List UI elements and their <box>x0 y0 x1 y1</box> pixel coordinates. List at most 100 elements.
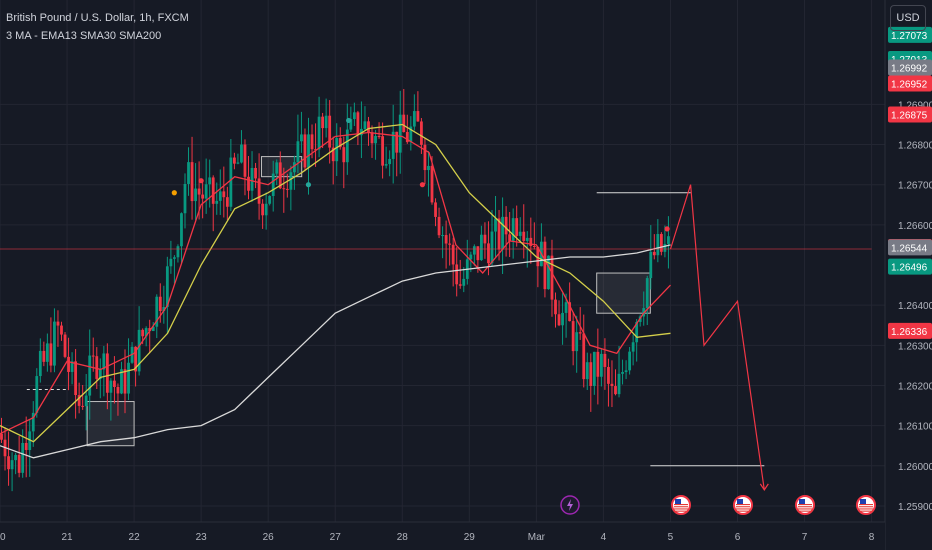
candle-body <box>536 246 540 267</box>
time-tick-label: 29 <box>464 532 476 543</box>
candle-body <box>656 234 660 256</box>
us-flag-icon-stripe <box>859 508 873 510</box>
signal-dot <box>419 182 425 188</box>
candle-body <box>105 353 109 393</box>
candle-body <box>45 343 49 362</box>
candle-body <box>141 329 145 337</box>
candle-body <box>240 144 243 163</box>
candle-body <box>582 333 586 380</box>
us-flag-icon[interactable] <box>795 495 815 515</box>
us-flag-icon[interactable] <box>733 495 753 515</box>
candle-body <box>81 405 85 407</box>
candle-body <box>268 195 272 204</box>
price-label-box <box>888 59 932 76</box>
price-axis-bg <box>885 0 932 550</box>
signal-dot <box>198 178 204 184</box>
price-tick-label: 1.26800 <box>898 141 932 152</box>
projection-path[interactable] <box>669 184 765 490</box>
candle-body <box>300 134 303 142</box>
candle-body <box>437 216 441 236</box>
candle-body <box>67 356 70 372</box>
candle-body <box>120 369 123 394</box>
candle-body <box>201 194 205 199</box>
candle-body <box>289 172 293 190</box>
candle-body <box>356 112 360 136</box>
time-tick-label: 21 <box>61 532 73 543</box>
candle-body <box>578 332 582 334</box>
candle-body <box>123 369 127 394</box>
time-tick-label: Mar <box>528 532 546 543</box>
candle-body <box>190 162 194 202</box>
indicator-legend: 3 MA - EMA13 SMA30 SMA200 <box>6 30 162 42</box>
candle-body <box>416 111 420 122</box>
candle-body <box>310 134 314 150</box>
candle-body <box>162 307 166 312</box>
candle-body <box>405 132 409 143</box>
candle-body <box>543 241 547 290</box>
candle-body <box>261 203 265 216</box>
price-label: 1.26992 <box>891 63 928 74</box>
candle-body <box>137 329 141 372</box>
ma-line-sma200 <box>0 244 671 459</box>
candle-body <box>377 135 381 137</box>
candle-body <box>7 456 10 470</box>
candle-body <box>77 395 81 406</box>
lightning-icon[interactable] <box>560 495 580 515</box>
candle-body <box>564 302 568 313</box>
candle-body <box>314 149 317 151</box>
price-label-box <box>888 239 932 256</box>
candle-body <box>480 234 483 261</box>
candle-body <box>511 218 515 241</box>
candle-body <box>254 167 257 179</box>
price-axis[interactable]: 1.26900 1.26800 1.26700 1.26600 1.26400 1.263… <box>884 0 932 550</box>
candle-body <box>173 257 176 259</box>
candle-body <box>525 237 529 241</box>
signal-dot <box>305 182 312 188</box>
candle-body <box>95 356 99 379</box>
candle-body <box>515 218 519 236</box>
candle-body <box>420 121 423 145</box>
candle-body <box>409 126 413 143</box>
event-icons[interactable] <box>560 495 876 515</box>
us-flag-icon-stripe <box>798 510 812 512</box>
candle-body <box>497 218 501 250</box>
price-label-box <box>888 106 932 123</box>
candle-body <box>628 351 632 371</box>
projection-drawing[interactable] <box>669 184 769 491</box>
candle-body <box>345 129 349 163</box>
candle-body <box>243 144 247 177</box>
us-flag-icon[interactable] <box>856 495 876 515</box>
candle-body <box>490 231 494 264</box>
candle-body <box>434 202 437 217</box>
price-tick-label: 1.26700 <box>898 181 932 192</box>
candle-body <box>331 147 335 162</box>
candle-body <box>557 314 561 326</box>
candle-body <box>275 162 279 174</box>
candle-body <box>571 321 575 352</box>
price-label: 1.26496 <box>891 263 928 274</box>
candle-body <box>134 346 137 372</box>
us-flag-icon[interactable] <box>671 495 691 515</box>
time-axis-bg <box>0 522 885 550</box>
currency-button[interactable]: USD <box>890 5 926 31</box>
us-flag-icon-stripe <box>859 506 873 508</box>
us-flag-icon-stripe <box>798 504 812 506</box>
candle-body <box>155 296 159 327</box>
candle-body <box>74 361 78 396</box>
candle-body <box>391 131 395 159</box>
candle-body <box>215 200 219 204</box>
candle-body <box>631 342 635 352</box>
candle-body <box>663 243 667 252</box>
candle-body <box>547 255 550 290</box>
candle-body <box>91 355 95 357</box>
candle-body <box>49 343 53 366</box>
time-axis[interactable]: 20 21 22 23 26 27 28 29 Mar 4 5 6 7 8 <box>0 521 885 550</box>
projection-arrowhead[interactable] <box>759 483 769 491</box>
candle-body <box>151 326 155 332</box>
us-flag-icon-stripe <box>798 506 812 508</box>
us-flag-icon-stripe <box>674 508 688 510</box>
candle-body <box>271 173 275 196</box>
candle-body <box>60 325 63 335</box>
time-tick-label: 6 <box>735 532 741 543</box>
